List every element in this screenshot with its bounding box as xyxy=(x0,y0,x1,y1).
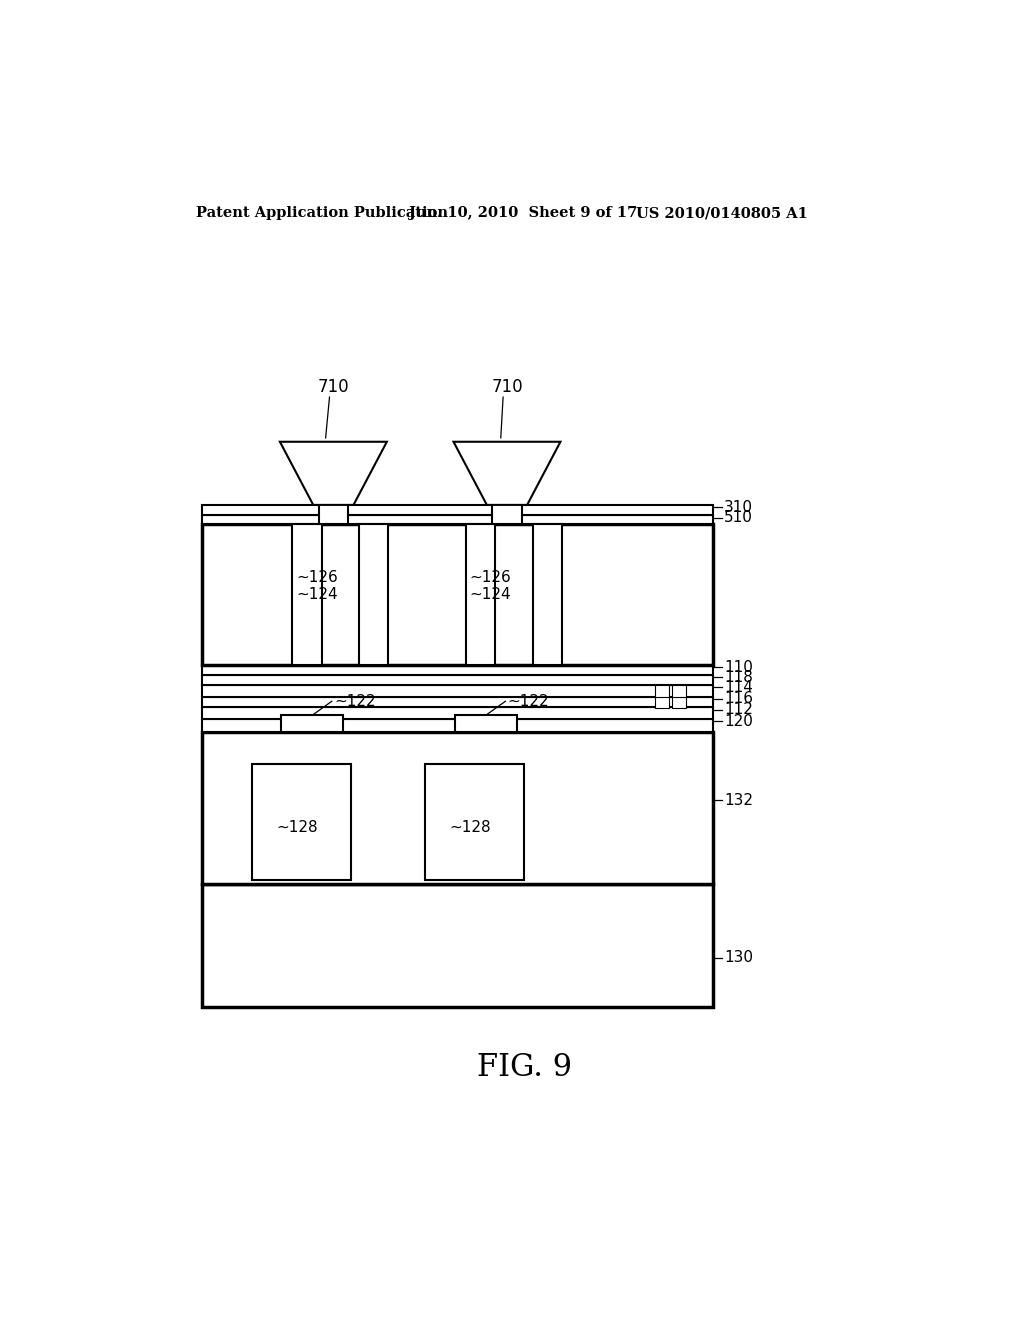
Bar xyxy=(532,524,562,665)
Bar xyxy=(202,733,713,884)
Bar xyxy=(292,524,322,665)
Text: Patent Application Publication: Patent Application Publication xyxy=(197,206,449,220)
Text: ∼126: ∼126 xyxy=(470,570,512,585)
Bar xyxy=(202,697,713,708)
Text: 112: 112 xyxy=(724,702,753,717)
Bar xyxy=(282,715,343,733)
Text: ∼124: ∼124 xyxy=(296,587,338,602)
Text: 118: 118 xyxy=(724,669,753,685)
Bar xyxy=(202,884,713,1007)
Text: FIG. 9: FIG. 9 xyxy=(477,1052,572,1082)
Text: ∼122: ∼122 xyxy=(508,694,549,709)
Bar xyxy=(466,524,496,665)
Bar xyxy=(202,524,713,665)
Bar xyxy=(202,506,713,515)
Bar xyxy=(493,488,521,524)
Text: Jun. 10, 2010  Sheet 9 of 17: Jun. 10, 2010 Sheet 9 of 17 xyxy=(409,206,637,220)
Text: 510: 510 xyxy=(724,511,753,525)
Text: ∼128: ∼128 xyxy=(276,821,318,836)
Polygon shape xyxy=(280,442,387,506)
Bar xyxy=(202,515,713,524)
Text: ∼124: ∼124 xyxy=(470,587,511,602)
Bar xyxy=(202,665,713,675)
Bar xyxy=(425,764,524,880)
Bar xyxy=(202,719,713,733)
Bar xyxy=(455,715,517,733)
Text: 110: 110 xyxy=(724,660,753,675)
Bar xyxy=(252,764,351,880)
Bar xyxy=(655,685,669,708)
Text: 310: 310 xyxy=(724,500,753,515)
Text: ∼122: ∼122 xyxy=(334,694,376,709)
Polygon shape xyxy=(454,442,560,506)
Text: 114: 114 xyxy=(724,680,753,694)
Bar xyxy=(318,488,348,524)
Text: 120: 120 xyxy=(724,714,753,729)
Text: US 2010/0140805 A1: US 2010/0140805 A1 xyxy=(636,206,808,220)
Bar xyxy=(202,675,713,685)
Text: 132: 132 xyxy=(724,793,753,808)
Text: 130: 130 xyxy=(724,950,753,965)
Text: 116: 116 xyxy=(724,692,753,706)
Bar xyxy=(672,685,686,708)
Text: ∼126: ∼126 xyxy=(296,570,338,585)
Text: 710: 710 xyxy=(492,378,523,396)
Bar xyxy=(359,524,388,665)
Text: ∼128: ∼128 xyxy=(450,821,492,836)
Bar xyxy=(202,685,713,697)
Text: 710: 710 xyxy=(317,378,349,396)
Bar xyxy=(202,708,713,719)
